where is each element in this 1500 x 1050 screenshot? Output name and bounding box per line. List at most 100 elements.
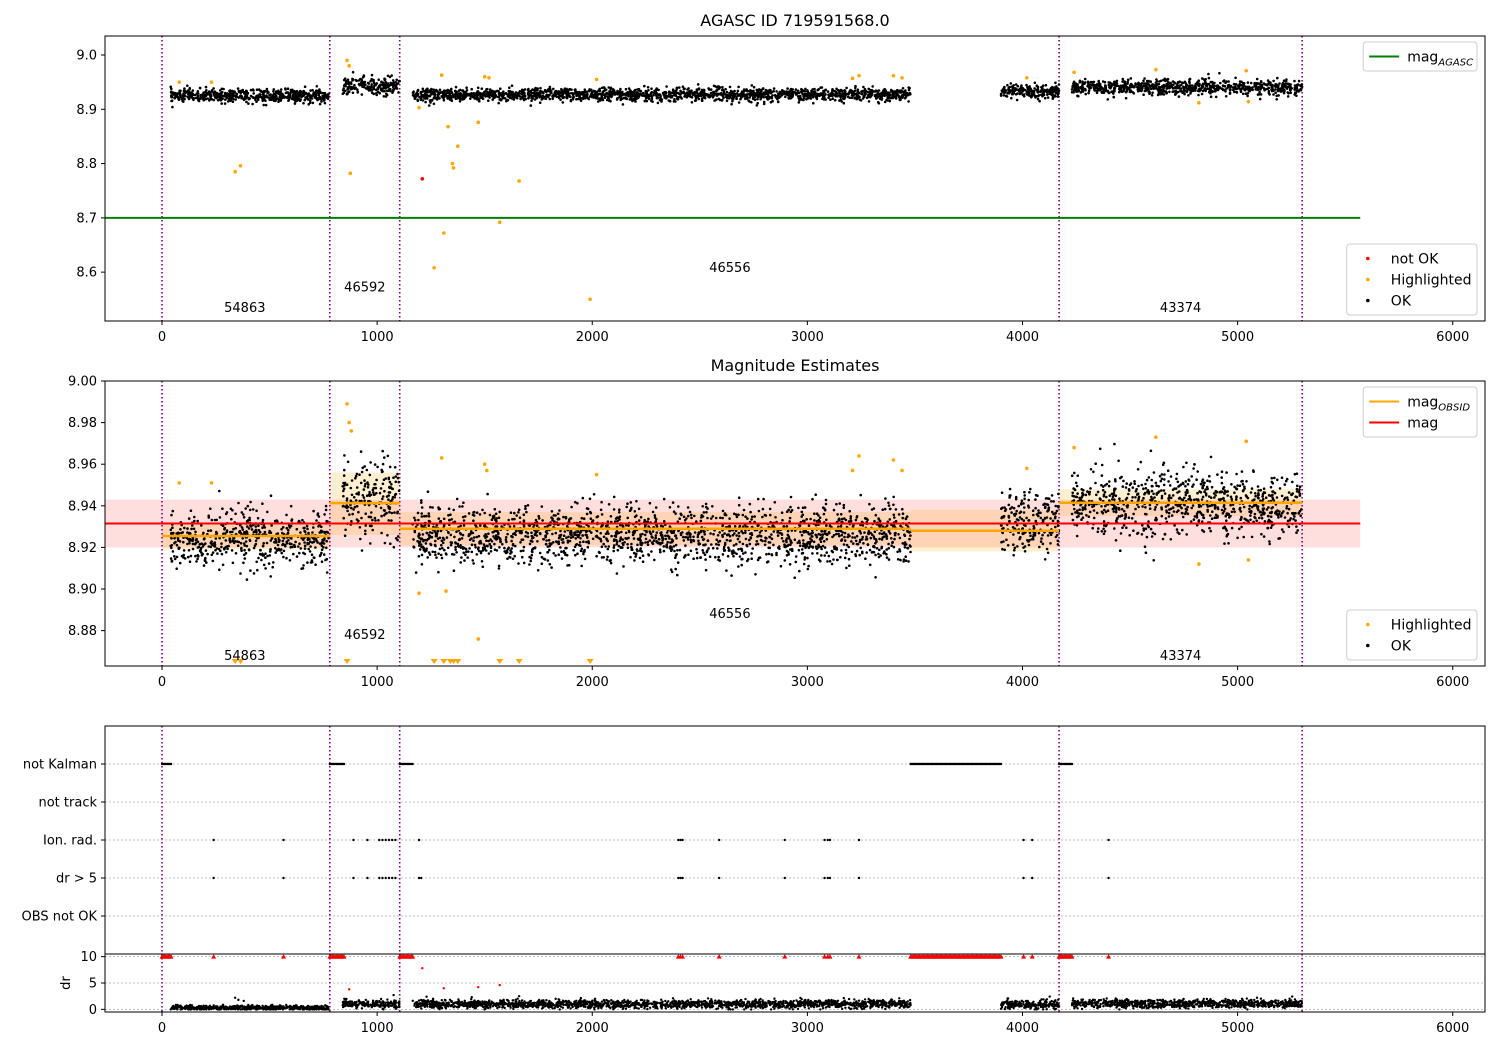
ok-point	[1121, 77, 1125, 81]
ok-point	[487, 99, 490, 102]
ok-point	[263, 530, 267, 534]
ok-point	[226, 96, 229, 100]
ok-point	[793, 538, 797, 541]
ok-point	[342, 474, 346, 477]
ok-point	[277, 100, 280, 103]
ok-point	[1200, 92, 1204, 96]
ok-point	[523, 94, 527, 98]
ok-point	[246, 504, 250, 508]
ok-point	[474, 94, 478, 97]
ok-point	[878, 97, 882, 100]
ok-point	[258, 531, 262, 534]
x-tick-label: 4000	[1006, 330, 1039, 345]
x-tick-label: 3000	[791, 330, 824, 345]
ok-point	[630, 92, 634, 96]
ok-point	[735, 92, 739, 95]
ok-point	[625, 97, 629, 101]
ok-point	[239, 94, 242, 97]
ok-point	[769, 91, 773, 95]
ok-point	[820, 554, 823, 557]
ok-point	[762, 102, 766, 106]
ok-point	[343, 468, 346, 472]
ok-point	[201, 93, 204, 96]
ok-point	[705, 510, 708, 514]
ok-point	[654, 506, 658, 509]
ok-point	[678, 95, 681, 99]
ok-point	[624, 87, 628, 91]
ok-point	[650, 97, 654, 100]
ok-point	[826, 90, 830, 93]
ok-point	[1089, 81, 1093, 84]
ok-point	[711, 93, 715, 97]
highlighted-point	[177, 80, 182, 84]
ok-point	[288, 97, 291, 100]
ok-point	[171, 550, 175, 553]
ok-point	[610, 534, 613, 538]
ok-point	[204, 549, 208, 552]
ok-point	[234, 552, 238, 555]
ok-point	[729, 89, 733, 93]
ok-point	[536, 93, 539, 97]
ok-point	[811, 88, 814, 91]
ok-point	[461, 98, 464, 101]
ok-point	[664, 90, 668, 94]
ok-point	[362, 496, 366, 499]
ok-point	[746, 517, 749, 520]
ok-point	[196, 90, 200, 93]
ok-point	[195, 537, 198, 541]
ok-point	[388, 480, 392, 484]
ok-point	[303, 547, 307, 550]
ok-point	[1037, 94, 1041, 97]
ok-point	[1218, 71, 1221, 75]
ok-point	[500, 95, 504, 98]
ok-point	[194, 530, 197, 534]
ok-point	[322, 91, 326, 95]
ok-point	[289, 504, 293, 508]
ok-point	[366, 85, 370, 88]
ok-point	[372, 491, 375, 494]
ok-point	[231, 561, 235, 565]
ok-point	[1057, 83, 1061, 86]
ok-point	[695, 547, 698, 551]
ok-point	[674, 100, 677, 103]
ok-point	[386, 454, 390, 458]
ok-point	[906, 546, 910, 550]
ok-point	[1021, 86, 1024, 90]
ok-point	[585, 90, 588, 94]
not-ok-point	[420, 176, 425, 181]
ok-point	[188, 537, 192, 541]
ok-point	[527, 92, 530, 95]
ok-point	[871, 550, 875, 554]
ok-point	[175, 567, 178, 570]
ok-point	[320, 544, 324, 548]
ok-point	[369, 461, 372, 464]
ok-point	[191, 89, 195, 92]
ok-point	[470, 87, 474, 91]
ok-point	[234, 512, 237, 516]
highlighted-point	[455, 144, 460, 148]
ok-point	[798, 98, 801, 102]
ok-point	[1299, 84, 1302, 87]
ok-point	[274, 546, 277, 550]
ok-point	[293, 102, 297, 105]
ok-point	[387, 476, 391, 480]
ok-point	[321, 94, 324, 98]
ok-point	[576, 93, 579, 96]
ok-point	[1039, 90, 1042, 93]
ok-point	[392, 476, 395, 480]
ok-point	[1043, 96, 1047, 100]
ok-point	[194, 96, 198, 100]
ok-point	[1259, 85, 1262, 89]
ok-point	[1196, 81, 1199, 85]
ok-point	[245, 100, 248, 104]
ok-point	[286, 87, 290, 90]
ok-point	[297, 92, 301, 96]
ok-point	[258, 94, 261, 98]
ok-point	[193, 93, 197, 97]
ok-point	[381, 497, 384, 501]
ok-point	[583, 88, 587, 91]
ok-point	[325, 94, 329, 97]
ok-point	[373, 463, 377, 466]
ok-point	[309, 99, 312, 102]
